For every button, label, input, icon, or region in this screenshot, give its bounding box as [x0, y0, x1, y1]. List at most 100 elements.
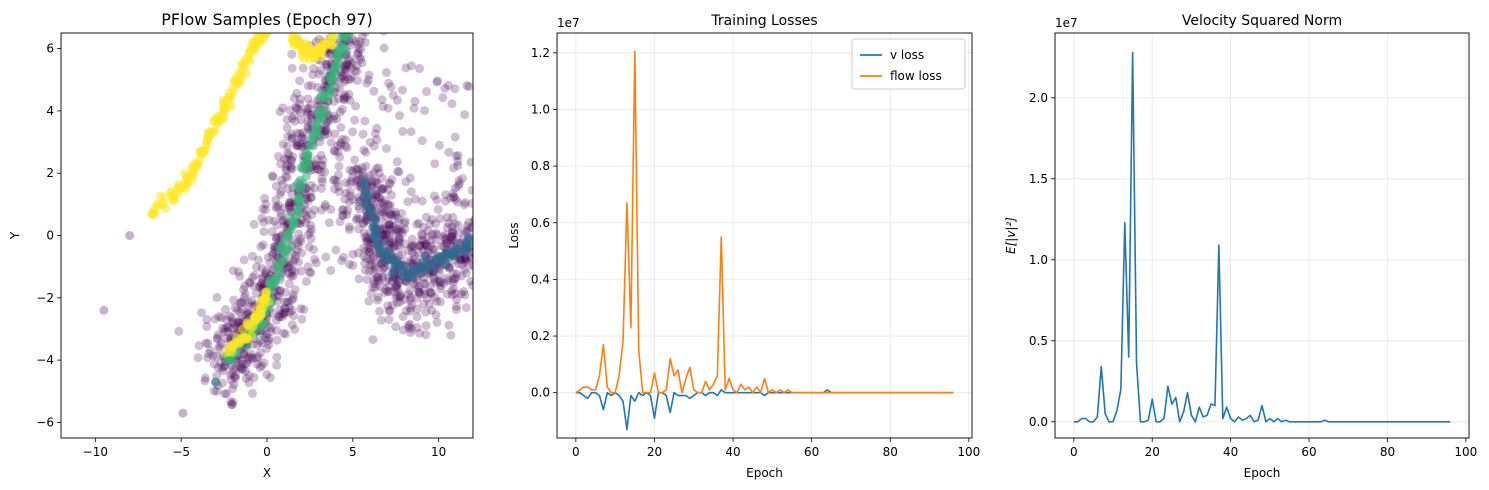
- scatter-point: [283, 131, 293, 141]
- scatter-point: [290, 266, 300, 276]
- scatter-point: [287, 134, 297, 144]
- scatter-point: [336, 74, 346, 84]
- scatter-point: [327, 0, 336, 4]
- scatter-point: [460, 110, 470, 120]
- scatter-point: [432, 296, 442, 306]
- scatter-point: [297, 248, 307, 258]
- scatter-point: [342, 143, 352, 153]
- scatter-point: [475, 255, 484, 264]
- scatter-point: [345, 179, 355, 189]
- scatter-point: [469, 216, 473, 225]
- scatter-point: [242, 358, 252, 368]
- scatter-point: [354, 214, 364, 224]
- scatter-point: [284, 279, 294, 289]
- scatter-point: [226, 397, 236, 407]
- scatter-point: [259, 358, 269, 368]
- scatter-point: [462, 81, 472, 91]
- y-tick-label: 1.0: [1029, 253, 1048, 267]
- scatter-point: [375, 306, 385, 316]
- scatter-point: [479, 226, 488, 235]
- scatter-point: [420, 106, 430, 116]
- y-tick-label: 0.5: [1029, 334, 1048, 348]
- plot-area: [575, 50, 954, 431]
- scatter-point: [296, 236, 306, 246]
- scatter-point: [252, 353, 262, 363]
- scatter-point: [321, 252, 331, 262]
- scatter-point: [354, 44, 364, 54]
- scatter-point: [384, 315, 394, 325]
- scatter-point: [482, 231, 491, 240]
- scatter-point: [364, 243, 374, 253]
- scatter-point: [211, 351, 221, 361]
- scatter-point: [446, 330, 456, 340]
- scatter-point: [353, 224, 363, 234]
- scatter-point: [440, 83, 450, 93]
- scatter-point: [375, 193, 385, 203]
- scatter-point: [369, 168, 379, 178]
- scatter-point: [286, 163, 296, 173]
- y-tick-label: 2: [46, 166, 54, 180]
- scatter-point: [233, 318, 243, 328]
- scatter-point: [358, 167, 368, 177]
- scatter-point: [266, 326, 276, 336]
- scatter-point: [421, 321, 431, 331]
- scatter-point: [434, 140, 444, 150]
- scatter-point: [255, 281, 265, 291]
- scatter-point: [394, 225, 404, 235]
- scatter-point: [297, 132, 307, 142]
- scatter-point: [380, 230, 390, 240]
- scatter-point: [482, 251, 491, 260]
- scatter-point: [371, 185, 381, 195]
- scatter-point: [342, 210, 352, 220]
- scatter-point: [406, 187, 416, 197]
- scatter-point: [203, 353, 213, 363]
- scatter-point: [345, 191, 355, 201]
- scatter-point: [257, 361, 267, 371]
- scatter-point: [271, 202, 281, 212]
- scatter-point: [311, 161, 321, 171]
- scatter-point: [212, 292, 222, 302]
- scatter-point: [329, 111, 339, 121]
- scatter-point: [346, 63, 356, 73]
- scatter-point: [316, 160, 326, 170]
- scatter-point: [321, 59, 331, 69]
- scatter-point: [352, 49, 362, 59]
- scatter-point: [378, 184, 388, 194]
- scatter-point: [257, 338, 267, 348]
- scatter-outlier: [147, 209, 157, 219]
- scatter-point: [341, 135, 351, 145]
- scatter-point: [276, 208, 286, 218]
- scatter-point: [306, 224, 316, 234]
- scatter-point: [244, 352, 254, 362]
- y-tick-label: 1.0: [531, 102, 550, 116]
- scatter-point: [348, 195, 358, 205]
- scatter-point: [330, 129, 340, 139]
- scatter-point: [271, 195, 281, 205]
- scatter-point: [430, 264, 440, 274]
- scatter-point: [318, 160, 328, 170]
- scatter-point: [202, 322, 212, 332]
- scatter-point: [306, 268, 316, 278]
- scatter-point: [241, 366, 251, 376]
- scatter-point: [348, 127, 358, 137]
- scatter-point: [296, 133, 306, 143]
- y-tick-label: 0.0: [1029, 415, 1048, 429]
- x-tick-label: 20: [647, 445, 662, 459]
- scatter-point: [334, 161, 344, 171]
- scatter-point: [353, 48, 363, 58]
- scatter-point: [286, 155, 296, 165]
- scatter-point: [344, 74, 354, 84]
- scatter-point: [306, 110, 316, 120]
- scatter-point: [206, 126, 216, 136]
- scatter-point: [218, 366, 228, 376]
- scatter-point: [344, 0, 353, 5]
- scatter-point: [381, 276, 391, 286]
- scatter-point: [174, 326, 184, 336]
- scatter-point: [229, 371, 239, 381]
- scatter-point: [280, 303, 290, 313]
- scatter-point: [371, 176, 381, 186]
- scatter-point: [432, 76, 442, 86]
- scatter-point: [352, 213, 362, 223]
- scatter-point: [278, 139, 288, 149]
- scatter-point: [272, 360, 282, 370]
